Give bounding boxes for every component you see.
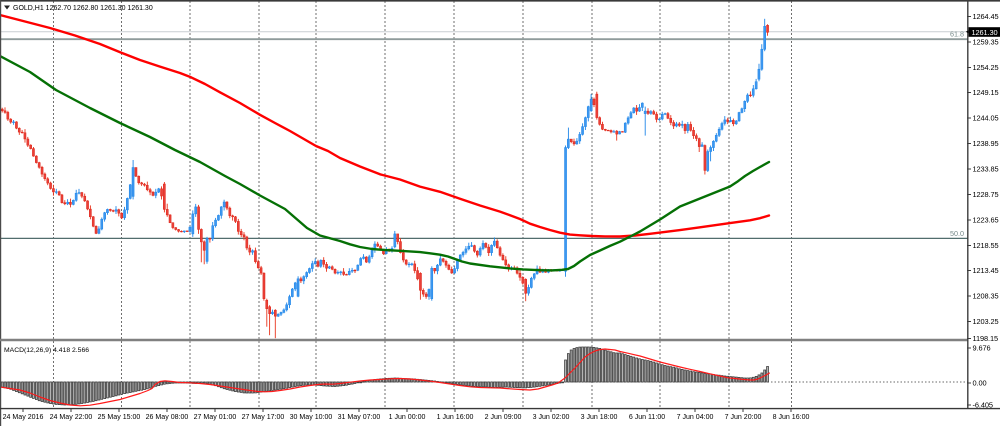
- svg-text:1218.55: 1218.55: [973, 241, 999, 250]
- svg-text:24 May 22:00: 24 May 22:00: [50, 414, 93, 421]
- svg-text:2 Jun 09:00: 2 Jun 09:00: [485, 414, 522, 421]
- svg-text:1261.30: 1261.30: [972, 28, 998, 37]
- svg-text:1259.35: 1259.35: [973, 38, 999, 47]
- svg-text:8 Jun 16:00: 8 Jun 16:00: [773, 414, 810, 421]
- svg-text:50.0: 50.0: [950, 229, 964, 238]
- svg-text:1213.45: 1213.45: [973, 266, 999, 275]
- svg-text:27 May 17:00: 27 May 17:00: [242, 414, 285, 421]
- svg-text:1238.95: 1238.95: [973, 139, 999, 148]
- svg-text:1233.85: 1233.85: [973, 165, 999, 174]
- svg-text:1244.05: 1244.05: [973, 114, 999, 123]
- svg-text:3 Jun 02:00: 3 Jun 02:00: [533, 414, 570, 421]
- svg-text:31 May 07:00: 31 May 07:00: [338, 414, 381, 421]
- svg-text:61.8: 61.8: [950, 30, 964, 39]
- svg-text:9.676: 9.676: [973, 344, 991, 353]
- svg-text:25 May 15:00: 25 May 15:00: [98, 414, 141, 421]
- svg-text:0.00: 0.00: [973, 379, 987, 388]
- svg-text:27 May 01:00: 27 May 01:00: [194, 414, 237, 421]
- svg-text:1264.45: 1264.45: [973, 12, 999, 21]
- svg-text:7 Jun 04:00: 7 Jun 04:00: [677, 414, 714, 421]
- svg-text:3 Jun 18:00: 3 Jun 18:00: [581, 414, 618, 421]
- svg-text:-6.405: -6.405: [973, 401, 993, 410]
- svg-text:MACD(12,26,9) 4.418 2.566: MACD(12,26,9) 4.418 2.566: [4, 347, 89, 354]
- svg-text:7 Jun 20:00: 7 Jun 20:00: [725, 414, 762, 421]
- svg-text:1 Jun 16:00: 1 Jun 16:00: [437, 414, 474, 421]
- svg-text:6 Jun 11:00: 6 Jun 11:00: [629, 414, 665, 421]
- svg-text:1223.65: 1223.65: [973, 216, 999, 225]
- svg-text:GOLD,H1 1262.70 1262.80 1261.3: GOLD,H1 1262.70 1262.80 1261.30 1261.30: [13, 5, 153, 12]
- svg-text:1 Jun 00:00: 1 Jun 00:00: [389, 414, 426, 421]
- svg-text:1249.15: 1249.15: [973, 88, 999, 97]
- svg-text:1203.25: 1203.25: [973, 317, 999, 326]
- svg-text:24 May 2016: 24 May 2016: [3, 414, 44, 421]
- svg-text:1208.35: 1208.35: [973, 292, 999, 301]
- svg-text:1228.75: 1228.75: [973, 190, 999, 199]
- svg-text:30 May 10:00: 30 May 10:00: [290, 414, 333, 421]
- svg-text:1198.15: 1198.15: [973, 334, 998, 343]
- svg-text:1254.25: 1254.25: [973, 63, 999, 72]
- svg-text:26 May 08:00: 26 May 08:00: [146, 414, 189, 421]
